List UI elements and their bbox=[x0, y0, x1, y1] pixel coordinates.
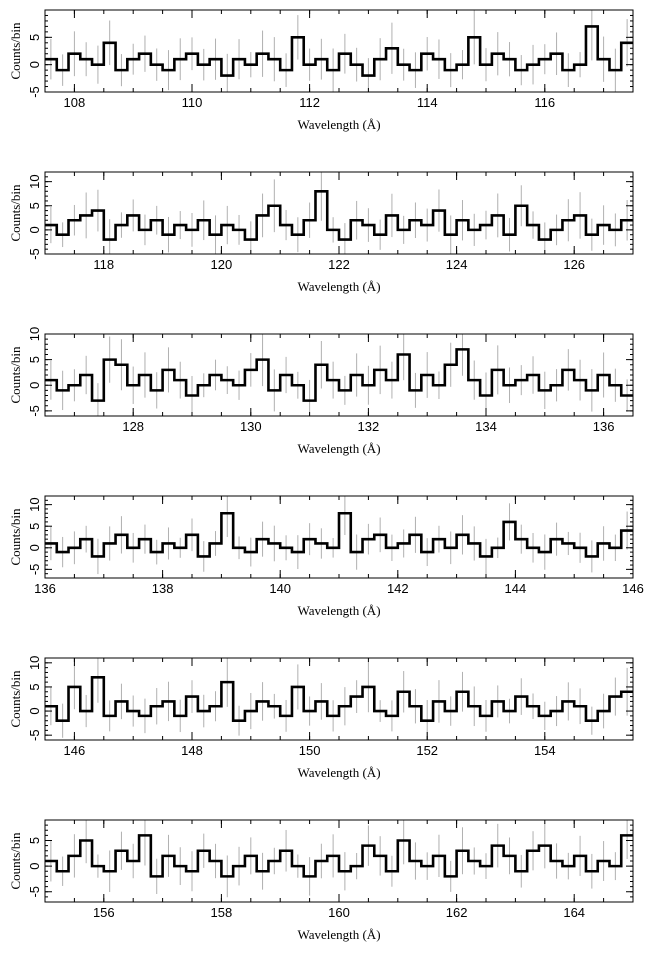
y-tick-label: 5 bbox=[27, 683, 42, 690]
series-line bbox=[45, 25, 633, 77]
x-tick-label: 140 bbox=[269, 581, 291, 596]
chart-panel-1: 108 110 112 114 116 -5 0 5 Wavelength (Å) Counts/… bbox=[8, 9, 634, 132]
series-line bbox=[45, 189, 633, 241]
y-axis-label: Counts/bin bbox=[8, 346, 23, 404]
series-group bbox=[45, 10, 633, 92]
chart-panel-6: 156 158 160 162 164 -5 0 5 Wavelength (Å) Counts/… bbox=[8, 819, 634, 942]
y-tick-label: 0 bbox=[27, 707, 42, 714]
x-tick-label: 150 bbox=[299, 743, 321, 758]
series-line bbox=[45, 511, 633, 558]
series-group bbox=[45, 820, 633, 898]
x-tick-label: 146 bbox=[622, 581, 644, 596]
x-tick-label: 152 bbox=[416, 743, 438, 758]
x-tick-label: 114 bbox=[417, 95, 438, 110]
x-tick-label: 134 bbox=[475, 419, 497, 434]
x-tick-label: 126 bbox=[563, 257, 585, 272]
x-axis-label: Wavelength (Å) bbox=[297, 765, 380, 780]
x-tick-label: 138 bbox=[152, 581, 174, 596]
y-tick-label: 0 bbox=[27, 863, 42, 870]
x-tick-label: 110 bbox=[182, 95, 203, 110]
x-tick-label: 130 bbox=[240, 419, 262, 434]
series-line bbox=[45, 675, 633, 723]
y-tick-label: 0 bbox=[27, 382, 42, 389]
series-group bbox=[45, 334, 633, 416]
y-tick-label: 10 bbox=[27, 327, 42, 341]
x-tick-label: 116 bbox=[534, 95, 555, 110]
x-tick-label: 122 bbox=[328, 257, 350, 272]
x-tick-label: 148 bbox=[181, 743, 203, 758]
y-tick-label: 5 bbox=[27, 356, 42, 363]
y-tick-label: -5 bbox=[27, 729, 42, 741]
y-tick-label: 10 bbox=[27, 656, 42, 670]
y-tick-label: 0 bbox=[27, 61, 42, 68]
y-axis-label: Counts/bin bbox=[8, 22, 23, 80]
x-axis-label: Wavelength (Å) bbox=[297, 603, 380, 618]
x-tick-label: 160 bbox=[328, 905, 350, 920]
x-tick-label: 164 bbox=[563, 905, 585, 920]
x-axis-label: Wavelength (Å) bbox=[297, 927, 380, 942]
series-group bbox=[45, 658, 633, 740]
series-line bbox=[45, 348, 633, 402]
y-tick-label: -5 bbox=[27, 886, 42, 898]
x-tick-label: 112 bbox=[299, 95, 320, 110]
y-tick-label: 5 bbox=[27, 837, 42, 844]
y-tick-label: 0 bbox=[27, 226, 42, 233]
x-axis-label: Wavelength (Å) bbox=[297, 117, 380, 132]
series-line bbox=[45, 834, 633, 878]
x-tick-label: 144 bbox=[505, 581, 527, 596]
series-group bbox=[45, 496, 633, 575]
x-tick-label: 146 bbox=[64, 743, 86, 758]
y-tick-label: 5 bbox=[27, 34, 42, 41]
x-tick-label: 136 bbox=[593, 419, 615, 434]
x-tick-label: 136 bbox=[34, 581, 56, 596]
y-axis-label: Counts/bin bbox=[8, 184, 23, 242]
x-tick-label: 120 bbox=[211, 257, 233, 272]
chart-panel-4: 136 138 140 142 144 146 -5 0 5 10 Wavelength (Å) Co… bbox=[8, 495, 644, 618]
y-tick-label: -5 bbox=[27, 248, 42, 260]
chart-panel-3: 128 130 132 134 136 -5 0 5 10 Wavelength (Å) Count… bbox=[8, 327, 634, 456]
x-tick-label: 108 bbox=[64, 95, 86, 110]
x-axis-label: Wavelength (Å) bbox=[297, 441, 380, 456]
x-tick-label: 118 bbox=[93, 257, 114, 272]
y-tick-label: 0 bbox=[27, 544, 42, 551]
chart-panel-2: 118 120 122 124 126 -5 0 5 10 Wavelength (Å) Count… bbox=[8, 171, 634, 294]
x-tick-label: 156 bbox=[93, 905, 115, 920]
x-tick-label: 154 bbox=[534, 743, 556, 758]
y-axis-label: Counts/bin bbox=[8, 832, 23, 890]
x-tick-label: 162 bbox=[446, 905, 468, 920]
y-tick-label: 5 bbox=[27, 202, 42, 209]
y-tick-label: 5 bbox=[27, 523, 42, 530]
x-tick-label: 132 bbox=[358, 419, 380, 434]
y-axis-label: Counts/bin bbox=[8, 508, 23, 566]
y-axis-label: Counts/bin bbox=[8, 670, 23, 728]
series-group bbox=[45, 172, 633, 254]
x-tick-label: 128 bbox=[122, 419, 144, 434]
x-tick-label: 124 bbox=[446, 257, 468, 272]
y-tick-label: 10 bbox=[27, 174, 42, 188]
x-axis-label: Wavelength (Å) bbox=[297, 279, 380, 294]
y-tick-label: 10 bbox=[27, 497, 42, 511]
y-tick-label: -5 bbox=[27, 86, 42, 98]
x-tick-label: 158 bbox=[211, 905, 233, 920]
y-tick-label: -5 bbox=[27, 564, 42, 576]
y-tick-label: -5 bbox=[27, 405, 42, 417]
chart-panel-5: 146 148 150 152 154 -5 0 5 10 Wavelength (Å) Count… bbox=[8, 656, 634, 780]
x-tick-label: 142 bbox=[387, 581, 409, 596]
